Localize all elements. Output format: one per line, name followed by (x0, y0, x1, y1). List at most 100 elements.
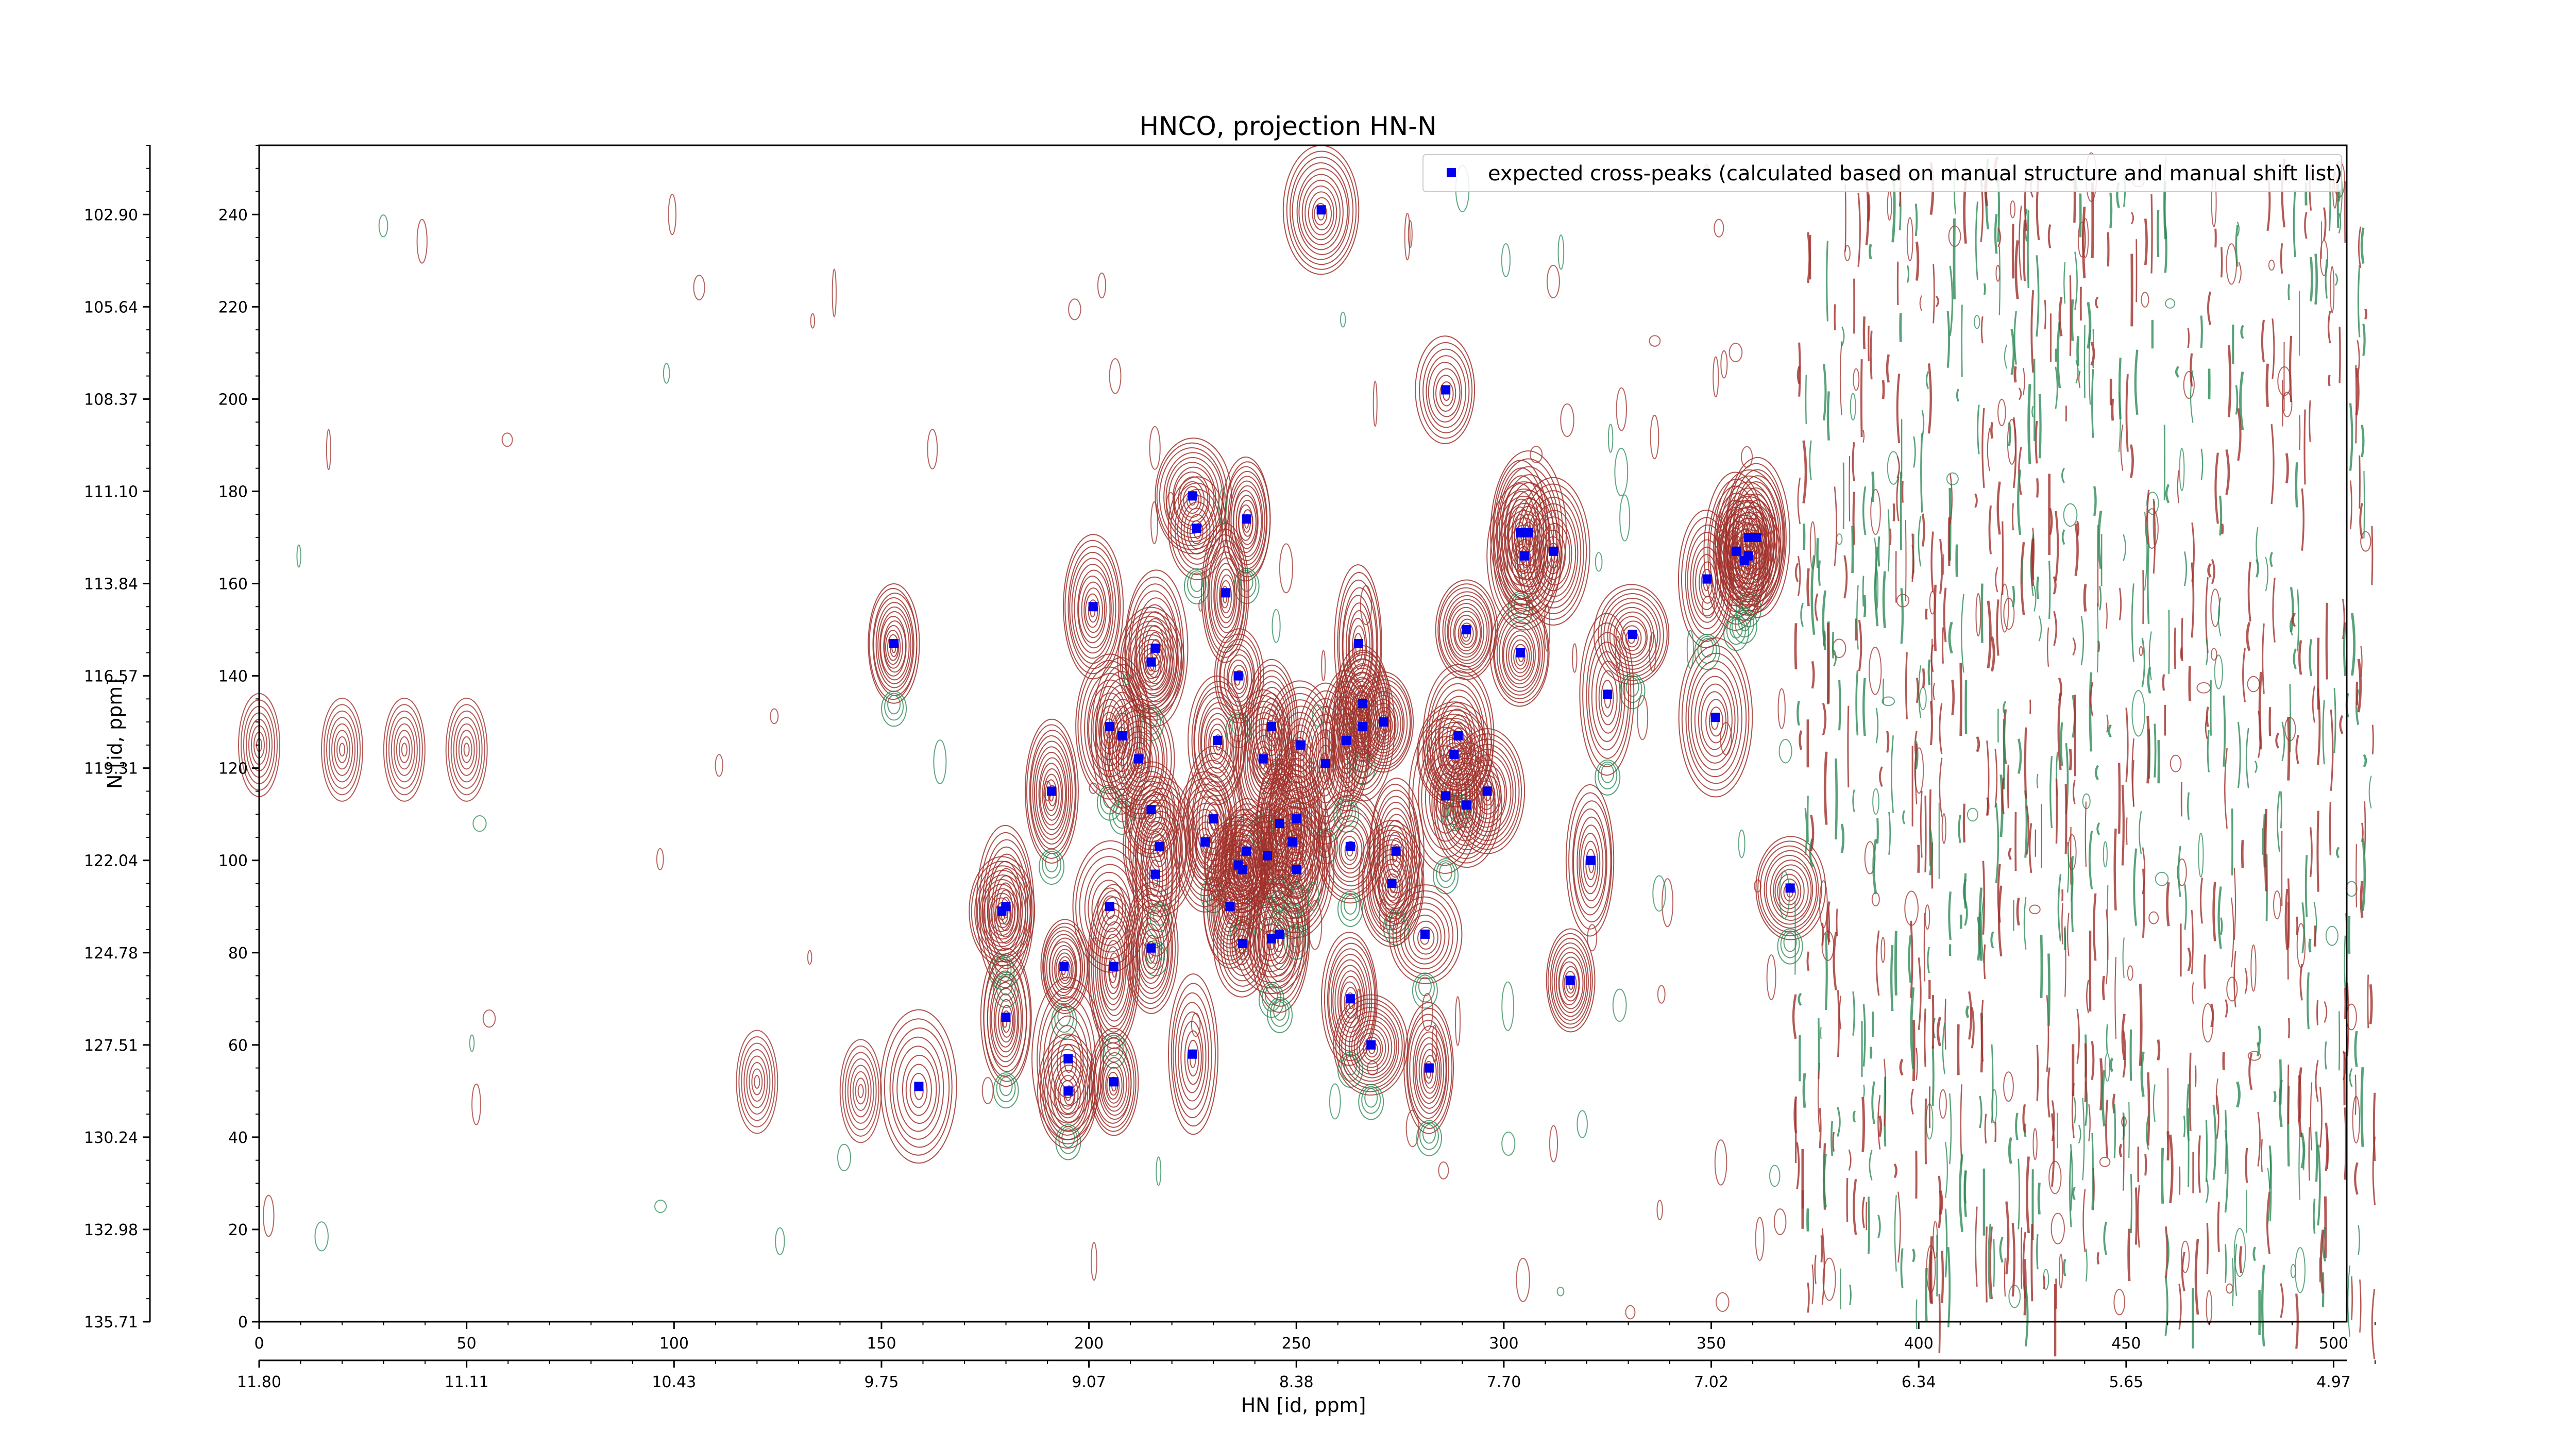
peak-contour (1296, 168, 1348, 256)
noise-streak (1822, 703, 1827, 736)
expected-cross-peak (1188, 1049, 1197, 1059)
noise-contour (1652, 875, 1666, 912)
y-ppm-tick-label: 124.78 (84, 945, 138, 963)
noise-streak (1930, 644, 1934, 672)
noise-streak (2004, 344, 2008, 369)
noise-streak (1896, 477, 1900, 521)
y-tick-label: 220 (218, 298, 248, 316)
x-tick-label: 350 (1697, 1335, 1726, 1353)
peak-contour (401, 743, 408, 757)
peak-contour (1499, 617, 1541, 692)
peak-contour (1128, 583, 1182, 715)
negative-contour (1439, 862, 1453, 882)
peak-contour (987, 853, 1027, 963)
noise-streak (2368, 776, 2372, 808)
peak-contour (1092, 1037, 1135, 1128)
peak-contour (1419, 342, 1473, 439)
noise-streak (1842, 462, 1845, 529)
noise-streak (2223, 695, 2226, 767)
y-tick-label: 120 (218, 760, 248, 778)
peak-contour (1183, 486, 1202, 514)
noise-streak (2258, 1025, 2262, 1046)
peak-contour (1337, 649, 1389, 759)
peak-contour (1368, 839, 1416, 931)
noise-streak (2131, 212, 2134, 225)
noise-streak (2280, 243, 2283, 274)
peak-contour (1252, 862, 1309, 1007)
peak-contour (1489, 599, 1550, 707)
peak-contour (1407, 1014, 1449, 1124)
peak-contour (1564, 970, 1577, 998)
noise-streak (1814, 593, 1819, 621)
peak-contour (1773, 864, 1809, 917)
peak-contour (1340, 835, 1359, 865)
noise-streak (2269, 1154, 2272, 1222)
noise-streak (1797, 555, 1801, 597)
peak-contour (1108, 705, 1135, 772)
noise-streak (2041, 804, 2043, 868)
noise-streak (1877, 1095, 1881, 1150)
peak-contour (1059, 1080, 1076, 1110)
noise-streak (1817, 1063, 1820, 1132)
peak-contour (1077, 569, 1111, 649)
expected-cross-peak (1287, 837, 1297, 847)
noise-streak (2338, 1011, 2341, 1071)
peak-contour (1078, 576, 1107, 644)
peak-contour (1063, 534, 1124, 680)
peak-contour (1598, 670, 1618, 726)
noise-streak (2334, 273, 2338, 286)
noise-contour (1109, 358, 1122, 394)
noise-streak (2285, 453, 2289, 484)
negative-contour (1601, 763, 1615, 783)
noise-streak (2325, 259, 2328, 299)
peak-contour (1431, 742, 1502, 868)
peak-contour (1481, 785, 1494, 806)
peak-contour (1204, 534, 1246, 653)
noise-streak (1878, 1115, 1883, 1137)
noise-contour (1454, 996, 1461, 1046)
peak-contour (1039, 763, 1063, 825)
negative-contour (1361, 1086, 1381, 1114)
peak-contour (1699, 561, 1717, 604)
noise-streak (2102, 975, 2105, 1000)
noise-streak (2240, 325, 2244, 339)
peak-contour (1289, 156, 1354, 265)
noise-streak (2372, 1092, 2376, 1161)
noise-streak (2091, 1041, 2095, 1080)
peak-contour (1506, 630, 1534, 681)
noise-contour (2165, 298, 2176, 309)
peak-contour (1101, 934, 1125, 1005)
noise-contour (1329, 1083, 1341, 1120)
expected-cross-peak (1063, 1086, 1073, 1096)
peak-contour (1433, 747, 1499, 864)
peak-contour (1105, 1067, 1123, 1104)
expected-cross-peak (1059, 962, 1069, 971)
noise-streak (2061, 467, 2065, 483)
expected-cross-peak (1001, 1013, 1011, 1022)
peak-contour (743, 1049, 771, 1115)
noise-streak (2072, 1186, 2076, 1201)
noise-streak (2022, 1232, 2026, 1299)
noise-streak (2261, 1265, 2265, 1346)
noise-streak (2093, 893, 2097, 961)
noise-contour (1967, 807, 1978, 822)
peak-contour (1543, 536, 1563, 575)
noise-streak (1823, 364, 1827, 421)
peak-contour (1363, 1037, 1381, 1061)
noise-contour (1068, 298, 1081, 321)
noise-streak (2036, 1234, 2039, 1270)
negative-contour (1145, 942, 1165, 970)
noise-streak (2191, 909, 2194, 974)
peak-contour (857, 1084, 864, 1098)
noise-streak (1870, 330, 1873, 380)
noise-streak (1921, 513, 1925, 547)
peak-contour (978, 832, 1033, 982)
peak-contour (1726, 517, 1772, 598)
noise-streak (2047, 1067, 2050, 1118)
noise-streak (1794, 563, 1799, 582)
peak-contour (1372, 849, 1411, 922)
peak-contour (1183, 508, 1211, 554)
peak-contour (1448, 603, 1484, 661)
x-tick-label: 200 (1074, 1335, 1104, 1353)
peak-contour (1493, 458, 1564, 609)
